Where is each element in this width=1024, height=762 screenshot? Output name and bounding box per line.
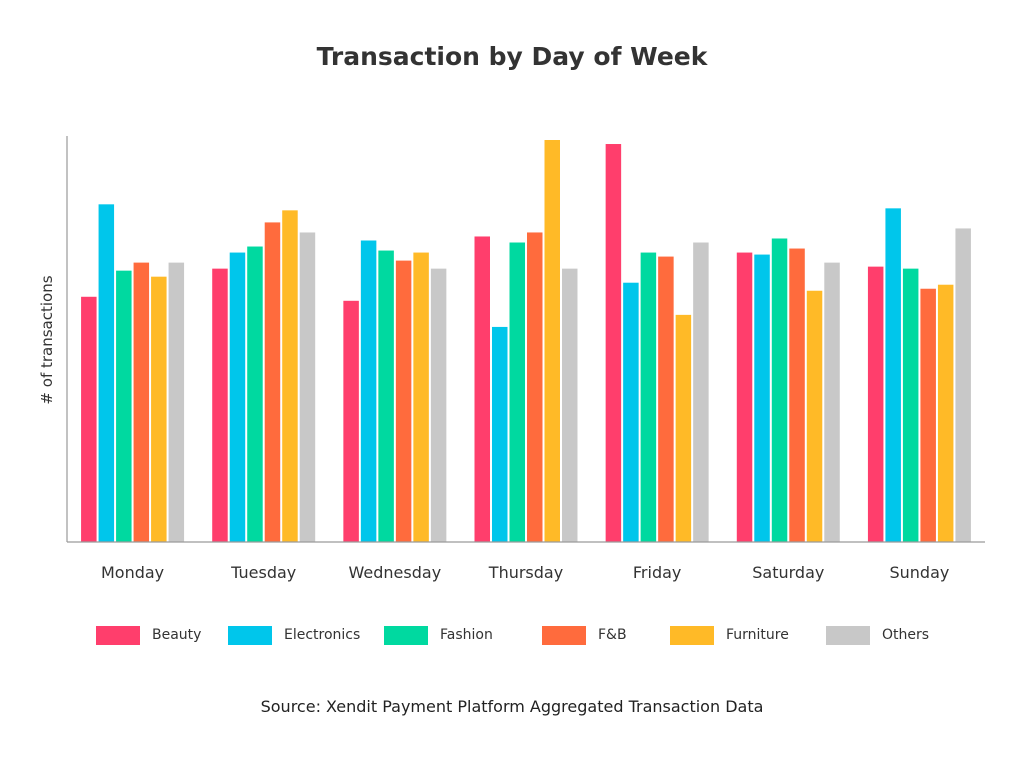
bar-monday-fashion bbox=[116, 270, 132, 542]
bar-friday-f-b bbox=[658, 256, 674, 542]
legend-swatch-f-b bbox=[542, 625, 586, 645]
x-tick-monday: Monday bbox=[101, 563, 164, 582]
x-tick-wednesday: Wednesday bbox=[349, 563, 442, 582]
legend-label-fashion: Fashion bbox=[440, 627, 493, 643]
bar-monday-furniture bbox=[151, 276, 167, 542]
bar-tuesday-fashion bbox=[247, 246, 263, 542]
legend-item-fashion: Fashion bbox=[384, 624, 493, 646]
x-tick-tuesday: Tuesday bbox=[230, 563, 296, 582]
bar-tuesday-beauty bbox=[212, 268, 228, 542]
bar-thursday-f-b bbox=[527, 232, 543, 542]
bar-thursday-beauty bbox=[474, 236, 490, 543]
x-tick-friday: Friday bbox=[633, 563, 682, 582]
bar-wednesday-others bbox=[430, 268, 447, 542]
legend-swatch-fashion bbox=[384, 625, 428, 645]
bar-saturday-electronics bbox=[754, 254, 770, 542]
bar-thursday-fashion bbox=[509, 242, 525, 542]
legend-item-electronics: Electronics bbox=[228, 624, 360, 646]
bar-saturday-beauty bbox=[736, 252, 753, 542]
bar-friday-electronics bbox=[623, 282, 639, 542]
bar-tuesday-electronics bbox=[229, 252, 246, 542]
chart-legend: Beauty Electronics Fashion F&B Furniture Othe… bbox=[0, 624, 1024, 646]
legend-item-f-b: F&B bbox=[542, 624, 627, 646]
bar-friday-furniture bbox=[675, 314, 692, 542]
bar-thursday-furniture bbox=[544, 140, 560, 542]
source-note: Source: Xendit Payment Platform Aggregat… bbox=[260, 697, 764, 716]
bar-saturday-others bbox=[824, 262, 840, 542]
legend-item-beauty: Beauty bbox=[96, 624, 201, 646]
legend-label-others: Others bbox=[882, 627, 930, 643]
legend-label-electronics: Electronics bbox=[284, 627, 361, 643]
bar-tuesday-furniture bbox=[282, 210, 298, 542]
bar-tuesday-f-b bbox=[264, 222, 281, 542]
legend-item-furniture: Furniture bbox=[670, 624, 789, 646]
legend-swatch-furniture bbox=[670, 625, 714, 645]
legend-swatch-beauty bbox=[96, 625, 140, 645]
bar-friday-others bbox=[693, 242, 709, 542]
bar-thursday-others bbox=[562, 268, 578, 542]
legend-swatch-electronics bbox=[228, 625, 272, 645]
chart-title: Transaction by Day of Week bbox=[316, 42, 708, 71]
bar-sunday-beauty bbox=[867, 266, 884, 542]
bar-wednesday-beauty bbox=[343, 300, 359, 542]
bar-friday-beauty bbox=[605, 144, 622, 542]
bar-monday-beauty bbox=[81, 296, 97, 542]
bar-sunday-furniture bbox=[937, 284, 954, 542]
bar-monday-others bbox=[168, 262, 185, 542]
bar-saturday-f-b bbox=[789, 248, 805, 543]
y-axis-label: # of transactions bbox=[38, 275, 56, 404]
bar-saturday-fashion bbox=[771, 238, 788, 543]
bar-wednesday-f-b bbox=[395, 260, 412, 542]
legend-swatch-others bbox=[826, 625, 870, 645]
x-tick-saturday: Saturday bbox=[752, 563, 824, 582]
bar-sunday-electronics bbox=[885, 208, 901, 542]
legend-label-beauty: Beauty bbox=[152, 627, 202, 643]
bar-sunday-others bbox=[955, 228, 971, 542]
bar-monday-electronics bbox=[98, 204, 115, 542]
bar-sunday-f-b bbox=[920, 288, 936, 542]
bar-thursday-electronics bbox=[492, 326, 508, 542]
bar-friday-fashion bbox=[640, 252, 657, 542]
bar-sunday-fashion bbox=[902, 268, 919, 542]
bar-wednesday-electronics bbox=[360, 240, 377, 542]
x-tick-labels: Monday Tuesday Wednesday Thursday Friday Satu… bbox=[101, 563, 949, 582]
x-tick-sunday: Sunday bbox=[889, 563, 949, 582]
bar-wednesday-fashion bbox=[378, 250, 394, 543]
legend-label-furniture: Furniture bbox=[726, 627, 789, 643]
bar-saturday-furniture bbox=[806, 290, 823, 542]
bar-tuesday-others bbox=[299, 232, 316, 542]
bars-group bbox=[81, 140, 971, 543]
legend-label-f-b: F&B bbox=[598, 627, 627, 643]
x-tick-thursday: Thursday bbox=[488, 563, 563, 582]
legend-item-others: Others bbox=[826, 624, 929, 646]
bar-monday-f-b bbox=[133, 262, 150, 542]
chart-plot: # of transactions Monday Tuesday Wednesday… bbox=[38, 136, 985, 582]
bar-wednesday-furniture bbox=[413, 252, 429, 542]
